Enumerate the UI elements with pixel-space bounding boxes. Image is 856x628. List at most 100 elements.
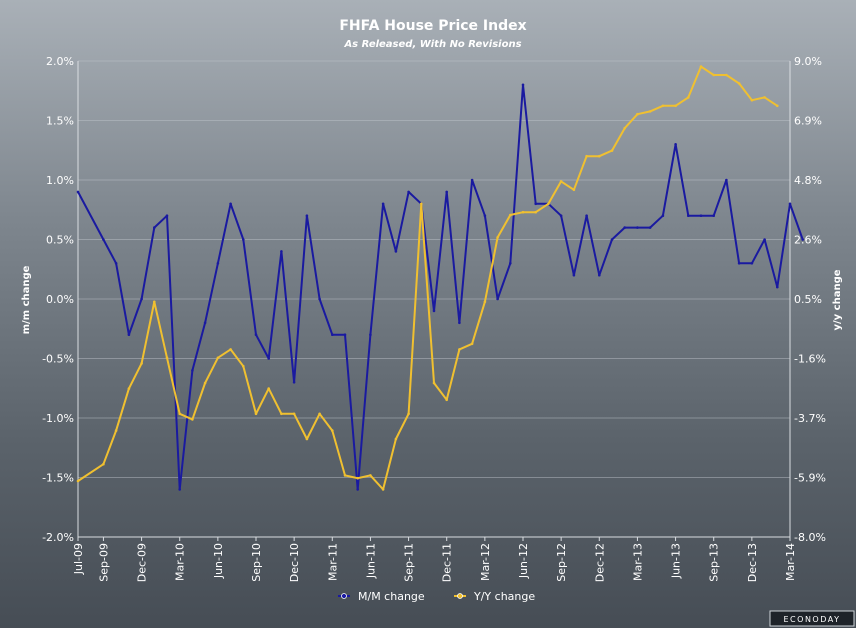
data-point-m-m-change xyxy=(712,214,715,217)
data-point-y-y-change xyxy=(636,112,639,116)
data-point-m-m-change xyxy=(153,226,156,229)
data-point-m-m-change xyxy=(369,333,372,337)
data-point-y-y-change xyxy=(572,188,576,192)
x-tick-label: Mar-14 xyxy=(784,543,797,581)
data-point-y-y-change xyxy=(534,210,537,214)
data-point-y-y-change xyxy=(343,474,347,477)
y-right-tick-label: -8.0% xyxy=(794,531,826,544)
data-point-y-y-change xyxy=(496,236,499,239)
y-left-tick-label: -1.0% xyxy=(42,412,74,425)
data-point-y-y-change xyxy=(547,202,550,206)
data-point-m-m-change xyxy=(737,262,741,265)
data-point-y-y-change xyxy=(763,96,766,99)
data-point-m-m-change xyxy=(280,250,283,253)
data-point-y-y-change xyxy=(216,356,220,360)
y-left-tick-label: -1.5% xyxy=(42,472,74,485)
series-line-y-y-change xyxy=(77,65,778,491)
data-point-y-y-change xyxy=(292,412,296,416)
x-tick-label: Dec-09 xyxy=(136,543,149,582)
data-point-m-m-change xyxy=(229,202,232,206)
legend: M/M change Y/Y change xyxy=(338,590,535,603)
y-right-axis-label: y/y change xyxy=(832,269,843,330)
data-point-m-m-change xyxy=(623,226,626,229)
data-point-y-y-change xyxy=(165,356,169,360)
data-point-m-m-change xyxy=(305,214,309,217)
legend-marker-dot xyxy=(457,593,463,599)
data-point-y-y-change xyxy=(509,213,512,217)
data-point-m-m-change xyxy=(242,238,245,241)
data-point-m-m-change xyxy=(470,178,474,182)
brand-logo-text: ECONODAY xyxy=(784,615,841,624)
data-point-m-m-change xyxy=(496,297,499,301)
data-point-m-m-change xyxy=(521,83,525,87)
data-point-m-m-change xyxy=(610,238,614,241)
data-point-y-y-change xyxy=(178,412,181,416)
data-point-m-m-change xyxy=(559,214,563,217)
x-tick-label: Sep-11 xyxy=(403,543,416,582)
y-left-tick-label: 1.5% xyxy=(46,115,74,128)
x-tick-label: Dec-11 xyxy=(441,543,454,582)
data-point-y-y-change xyxy=(242,364,245,368)
y-right-tick-label: 2.6% xyxy=(794,234,822,247)
y-right-tick-label: -5.9% xyxy=(794,472,826,485)
x-tick-label: Jun-11 xyxy=(364,543,377,579)
data-point-m-m-change xyxy=(763,238,766,241)
data-point-m-m-change xyxy=(598,273,601,277)
x-tick-label: Sep-13 xyxy=(708,543,721,582)
data-point-y-y-change xyxy=(470,342,474,346)
data-point-y-y-change xyxy=(750,98,754,102)
x-tick-label: Jun-12 xyxy=(517,543,530,579)
data-point-y-y-change xyxy=(420,202,423,206)
data-point-m-m-change xyxy=(394,250,398,253)
data-point-y-y-change xyxy=(331,429,334,432)
data-point-m-m-change xyxy=(254,333,258,337)
data-point-y-y-change xyxy=(102,462,105,466)
data-point-y-y-change xyxy=(585,154,588,158)
data-point-m-m-change xyxy=(636,226,639,229)
legend-label: Y/Y change xyxy=(473,590,535,603)
data-point-m-m-change xyxy=(318,297,321,301)
y-right-tick-label: -3.7% xyxy=(794,412,826,425)
data-point-m-m-change xyxy=(445,190,449,194)
y-right-tick-label: 4.8% xyxy=(794,174,822,187)
data-point-m-m-change xyxy=(76,190,80,194)
data-point-y-y-change xyxy=(381,488,385,491)
data-point-m-m-change xyxy=(725,178,728,182)
data-point-m-m-change xyxy=(776,285,779,289)
data-point-y-y-change xyxy=(280,412,283,416)
data-point-y-y-change xyxy=(229,348,232,351)
y-left-tick-label: -0.5% xyxy=(42,353,74,366)
data-point-m-m-change xyxy=(801,238,804,241)
data-point-y-y-change xyxy=(76,479,80,483)
data-point-m-m-change xyxy=(267,357,271,360)
data-point-y-y-change xyxy=(483,300,487,304)
data-point-m-m-change xyxy=(509,262,512,265)
y-right-tick-label: 9.0% xyxy=(794,55,822,68)
legend-marker-dot xyxy=(341,593,347,599)
x-tick-label: Jun-13 xyxy=(670,543,683,579)
data-point-m-m-change xyxy=(216,262,220,265)
data-point-m-m-change xyxy=(114,262,118,265)
data-point-y-y-change xyxy=(203,381,207,385)
data-point-m-m-change xyxy=(432,309,436,313)
data-point-m-m-change xyxy=(458,321,461,325)
data-point-m-m-change xyxy=(407,190,410,194)
grid-lines xyxy=(77,60,791,538)
data-point-m-m-change xyxy=(203,321,207,325)
x-tick-label: Dec-12 xyxy=(593,543,606,582)
data-point-y-y-change xyxy=(598,154,601,158)
data-point-y-y-change xyxy=(521,210,525,214)
x-tick-label: Jul-09 xyxy=(72,543,85,575)
data-point-y-y-change xyxy=(140,362,143,365)
data-point-y-y-change xyxy=(712,73,715,77)
x-tick-label: Dec-13 xyxy=(746,543,759,582)
x-tick-label: Sep-10 xyxy=(250,543,263,582)
data-point-m-m-change xyxy=(178,488,181,491)
data-point-y-y-change xyxy=(267,387,271,390)
data-point-y-y-change xyxy=(254,412,258,416)
data-point-m-m-change xyxy=(331,333,334,337)
data-point-m-m-change xyxy=(661,214,665,217)
data-point-y-y-change xyxy=(153,300,156,304)
data-point-m-m-change xyxy=(674,143,677,146)
data-point-y-y-change xyxy=(407,412,410,416)
